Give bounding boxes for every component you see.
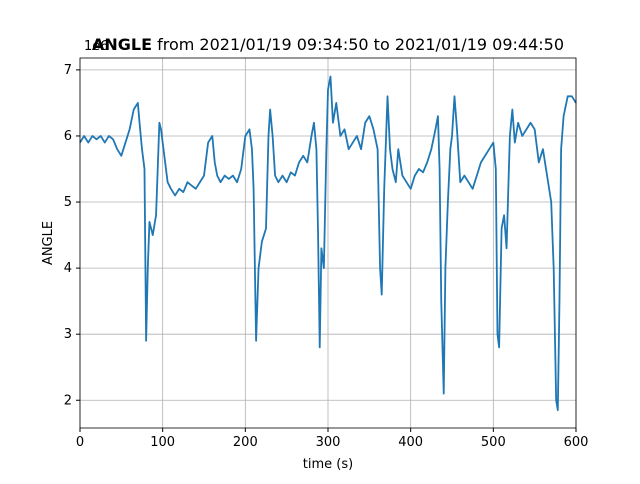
y-offset: 1e6	[84, 39, 109, 54]
x-tick-label: 600	[564, 435, 589, 450]
y-tick-label: 3	[64, 327, 72, 342]
x-tick-label: 0	[76, 435, 84, 450]
x-axis-label: time (s)	[303, 457, 353, 472]
title-bold: ANGLE	[92, 35, 152, 54]
y-tick-label: 5	[64, 195, 72, 210]
chart-title: ANGLE from 2021/01/19 09:34:50 to 2021/0…	[92, 35, 564, 54]
plot-frame	[79, 57, 577, 429]
data-line	[79, 75, 577, 412]
y-tick-label: 2	[64, 393, 72, 408]
y-axis-label: ANGLE	[41, 221, 56, 265]
x-tick-label: 200	[233, 435, 258, 450]
y-tick-label: 7	[64, 63, 72, 78]
title-rest: from 2021/01/19 09:34:50 to 2021/01/19 0…	[157, 35, 564, 54]
x-tick-label: 400	[398, 435, 423, 450]
x-tick-label: 300	[316, 435, 341, 450]
y-tick-label: 4	[64, 261, 72, 276]
y-tick-label: 6	[64, 129, 72, 144]
x-tick-label: 500	[481, 435, 506, 450]
x-tick-label: 100	[150, 435, 175, 450]
